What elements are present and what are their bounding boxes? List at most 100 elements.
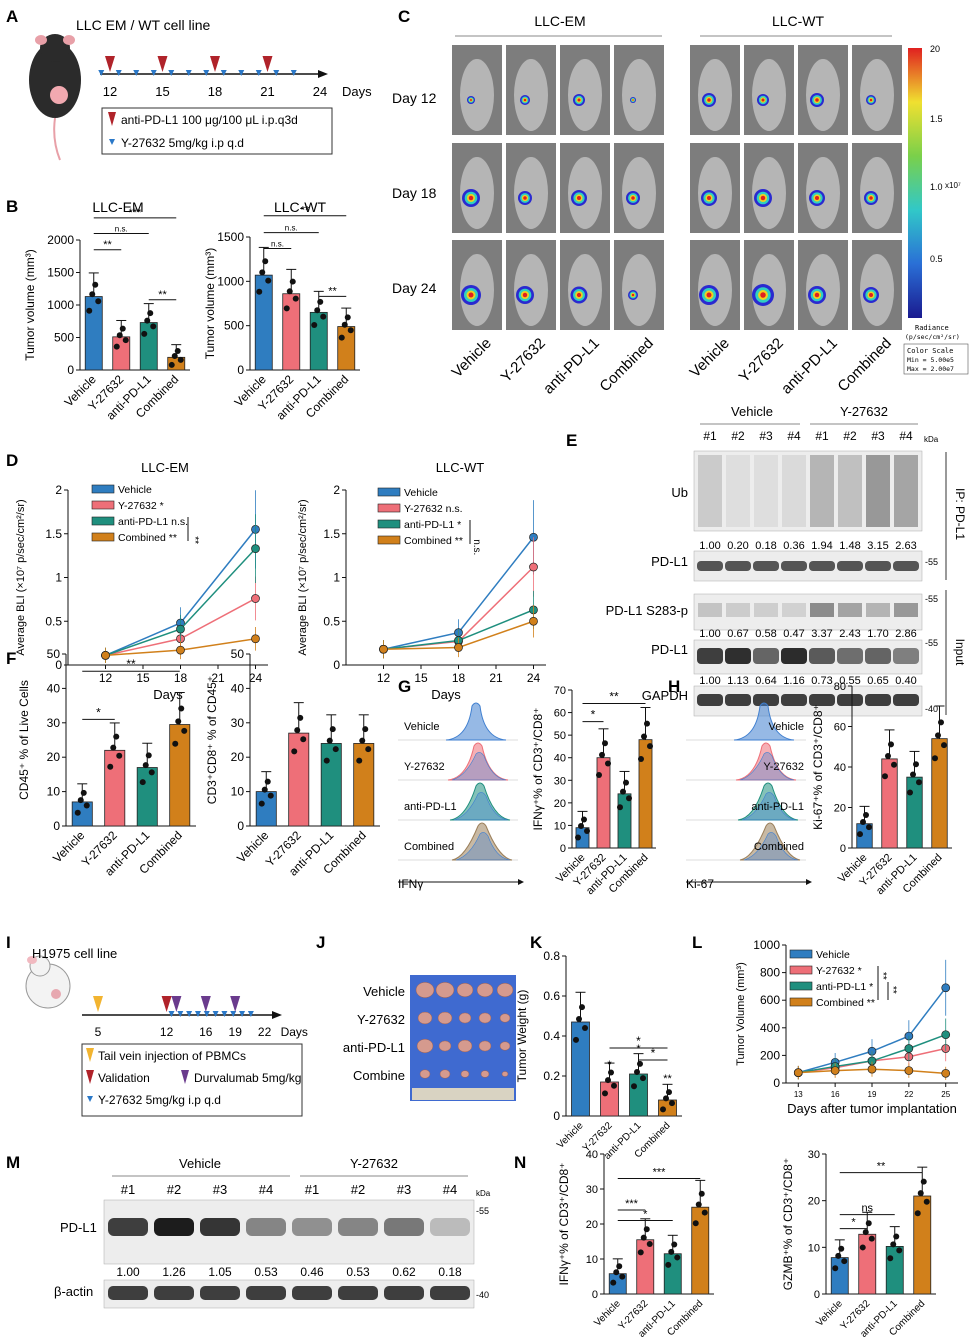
e-quant-s283: 3.37 xyxy=(811,628,832,640)
tumor xyxy=(460,1070,470,1078)
significance-label: * xyxy=(851,1217,856,1229)
y-tick-label: 40 xyxy=(231,681,245,695)
a-days-unit: Days xyxy=(342,84,372,99)
data-point xyxy=(150,323,157,330)
a-day-label: 24 xyxy=(313,84,327,99)
data-point xyxy=(841,1258,848,1265)
purple-triangle-icon xyxy=(181,1070,189,1084)
data-point xyxy=(938,719,944,726)
data-point xyxy=(865,1220,872,1227)
e-quant-s283: 0.58 xyxy=(755,628,776,640)
data-point xyxy=(637,1249,644,1256)
data-point xyxy=(332,746,339,753)
blue-triangle-icon xyxy=(247,1011,254,1017)
y-tick-label: 60 xyxy=(834,722,846,734)
red-triangle-icon xyxy=(105,56,115,72)
x-tick-label: 21 xyxy=(489,671,503,685)
e-band-gapdh xyxy=(781,694,807,706)
mouse-body xyxy=(622,59,656,131)
e-band-pdl1-input xyxy=(865,648,891,664)
e-kda: kDa xyxy=(924,435,939,444)
data-point xyxy=(582,1024,588,1031)
lane-label: #3 xyxy=(213,1182,227,1197)
data-point xyxy=(904,1066,914,1075)
e-band-pdl1-input xyxy=(753,648,779,664)
flow-histogram-control xyxy=(741,792,797,821)
panel-letter-j: J xyxy=(316,933,325,952)
data-point xyxy=(251,634,260,644)
e-quant-pdl1: 0.55 xyxy=(839,675,860,687)
data-point xyxy=(323,757,330,764)
c-row-day24: Day 24 xyxy=(392,280,437,296)
e-quant-ub: 0.36 xyxy=(783,540,804,552)
panel-letter-g: G xyxy=(398,677,411,696)
y-tick-label: 30 xyxy=(808,1149,820,1161)
bli-signal xyxy=(576,292,582,298)
data-point xyxy=(647,743,653,750)
panel-letter-l: L xyxy=(692,933,702,952)
e-band-s283 xyxy=(782,603,806,617)
bar-combined xyxy=(691,1206,710,1295)
data-point xyxy=(638,755,644,762)
lane-label: #1 xyxy=(121,1182,135,1197)
i-legend-box: Tail vein injection of PBMCs Validation … xyxy=(81,1043,303,1117)
data-point xyxy=(365,746,372,753)
bar-anti-pd-l1 xyxy=(320,743,342,827)
e-band-pdl1-ip xyxy=(837,561,863,571)
g-bar-chart: 010203040506070VehicleY-27632anti-PD-L1C… xyxy=(531,685,656,897)
e-quant-pdl1: 1.13 xyxy=(727,675,748,687)
k-bar-chart: 00.20.40.60.8VehicleY-27632anti-PD-L1Com… xyxy=(515,949,682,1162)
tumor xyxy=(435,982,455,998)
legend-label: Vehicle xyxy=(404,487,438,499)
data-point xyxy=(941,1030,951,1040)
tumor xyxy=(456,982,474,998)
x-tick-label: 24 xyxy=(527,671,541,685)
e-band-pdl1-input xyxy=(781,648,807,664)
significance-label: * xyxy=(643,1209,648,1221)
tumor xyxy=(437,1011,453,1025)
blue-triangle-icon xyxy=(230,1011,237,1017)
c-colorbar-tick-05: 0.5 xyxy=(930,254,943,264)
blue-triangle-icon xyxy=(150,70,157,76)
y-tick-label: 20 xyxy=(586,1219,598,1231)
flow-histogram xyxy=(739,822,801,861)
data-point xyxy=(941,742,947,749)
e-group-y27632: Y-27632 xyxy=(840,404,888,419)
data-point xyxy=(835,1252,842,1259)
data-point xyxy=(176,645,185,655)
c-colorbar-tick-10: 1.0 xyxy=(930,182,943,192)
y-tick-label: 1 xyxy=(333,571,340,585)
y-tick-label: 1 xyxy=(55,571,62,585)
significance-label: n.s. xyxy=(271,240,284,249)
bli-signal xyxy=(577,98,581,102)
red-triangle-icon xyxy=(210,56,220,72)
e-side-ip: IP: PD-L1 xyxy=(953,488,967,540)
data-point xyxy=(300,736,307,743)
e-lane-labels: #1 #2 #3 #4 #1 #2 #3 #4 xyxy=(703,429,913,443)
flow-histogram xyxy=(735,742,797,781)
h-flow-xaxis: Ki-67 xyxy=(686,877,714,891)
panel-e: Vehicle Y-27632 #1 #2 #3 #4 #1 #2 #3 #4 kDa 1.0… xyxy=(606,404,967,717)
lane-label: #2 xyxy=(167,1182,181,1197)
data-point xyxy=(907,789,913,796)
y-tick-label: 1000 xyxy=(753,938,780,952)
lane-label: #2 xyxy=(731,429,745,443)
tumor xyxy=(419,1069,431,1079)
data-point xyxy=(575,834,581,841)
data-point xyxy=(178,705,185,712)
e-band-pdl1-ip xyxy=(893,561,919,571)
x-tick-label: 25 xyxy=(941,1090,950,1099)
red-triangle-icon xyxy=(86,1070,94,1084)
data-point xyxy=(356,757,363,764)
m-row-bactin: β-actin xyxy=(54,1284,93,1299)
y-axis-label: Average BLI (×10⁷ p/sec/cm²/sr) xyxy=(15,499,27,655)
data-point xyxy=(256,288,263,295)
data-point xyxy=(317,298,324,305)
tumor xyxy=(499,1041,511,1051)
legend-label: Y-27632 * xyxy=(118,500,164,512)
m-group-y27632: Y-27632 xyxy=(350,1156,398,1171)
c-group-label: Vehicle xyxy=(687,335,733,381)
legend-bracket-label: ** xyxy=(189,536,200,544)
y-tick-label: 50 xyxy=(554,730,566,742)
y-tick-label: 20 xyxy=(231,750,245,764)
